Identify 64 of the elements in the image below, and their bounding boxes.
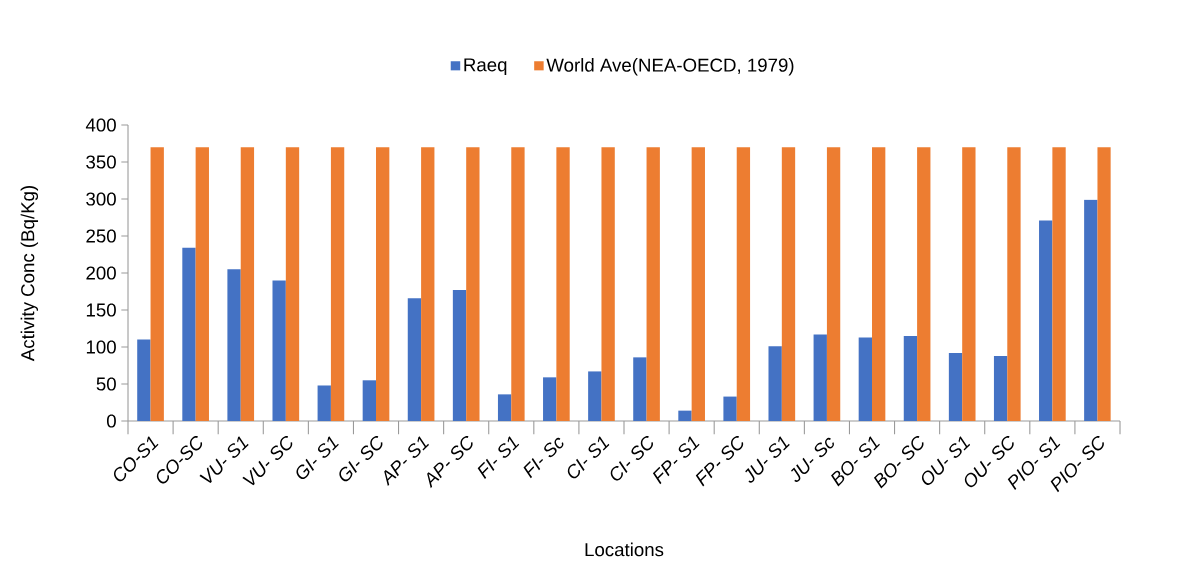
bar bbox=[917, 147, 931, 421]
bar bbox=[588, 371, 602, 421]
bar bbox=[497, 394, 512, 421]
y-tick-label: 100 bbox=[86, 340, 116, 354]
bar bbox=[227, 269, 241, 421]
bar bbox=[1052, 147, 1066, 421]
bar bbox=[948, 352, 963, 421]
bar bbox=[285, 147, 300, 421]
bar bbox=[633, 357, 647, 421]
bar bbox=[543, 377, 557, 421]
bar bbox=[691, 147, 705, 421]
y-tick-label: 400 bbox=[85, 118, 116, 132]
bar bbox=[903, 335, 918, 421]
x-tick-label: GI- S1 bbox=[296, 436, 339, 480]
bar bbox=[736, 147, 751, 421]
y-tick-label: 300 bbox=[86, 192, 116, 206]
y-axis-title: Activity Conc (Bq/Kg) bbox=[20, 186, 39, 362]
x-tick-label: CI- SC bbox=[610, 436, 653, 481]
bar bbox=[376, 147, 390, 421]
y-tick-label: 350 bbox=[86, 155, 116, 169]
bar bbox=[362, 380, 377, 421]
bar bbox=[182, 247, 196, 421]
bar bbox=[421, 147, 435, 421]
bar bbox=[768, 346, 782, 421]
bar bbox=[1039, 220, 1053, 421]
bar bbox=[872, 147, 886, 421]
legend-label: Raeq bbox=[464, 58, 507, 76]
bar bbox=[993, 355, 1008, 421]
x-tick-label: CI- S1 bbox=[567, 436, 610, 479]
legend-label: World Ave(NEA-OECD, 1979) bbox=[546, 58, 794, 76]
bar bbox=[240, 147, 255, 421]
bar bbox=[272, 280, 286, 421]
bar bbox=[826, 147, 841, 421]
y-tick-label: 250 bbox=[86, 229, 116, 243]
bar bbox=[1007, 147, 1021, 421]
y-tick-label: 150 bbox=[86, 303, 116, 317]
x-tick-label: FI- Sc bbox=[523, 437, 564, 479]
y-tick-label: 200 bbox=[86, 266, 116, 280]
bar bbox=[150, 147, 164, 421]
bar bbox=[781, 147, 796, 421]
bar bbox=[678, 410, 692, 421]
bar bbox=[407, 298, 422, 421]
bar bbox=[317, 385, 331, 421]
bar bbox=[330, 147, 345, 421]
bar bbox=[556, 147, 570, 421]
x-axis-title: Locations bbox=[585, 542, 664, 557]
x-tick-label: FI- S1 bbox=[477, 436, 520, 480]
bar bbox=[195, 147, 209, 421]
bar bbox=[646, 147, 660, 421]
y-tick-label: 50 bbox=[96, 377, 116, 391]
x-tick-label: JU- S1 bbox=[745, 436, 790, 483]
bar bbox=[452, 290, 467, 421]
bar bbox=[466, 147, 480, 421]
bar bbox=[601, 147, 615, 421]
bar bbox=[511, 147, 525, 421]
bar bbox=[1097, 147, 1111, 421]
y-tick-label: 0 bbox=[106, 414, 116, 428]
bar bbox=[813, 334, 827, 421]
bar bbox=[723, 396, 737, 421]
bar bbox=[137, 339, 151, 421]
bar bbox=[858, 337, 873, 421]
x-tick-label: GI- SC bbox=[339, 435, 383, 482]
bar bbox=[1084, 199, 1098, 421]
bar bbox=[962, 147, 976, 421]
